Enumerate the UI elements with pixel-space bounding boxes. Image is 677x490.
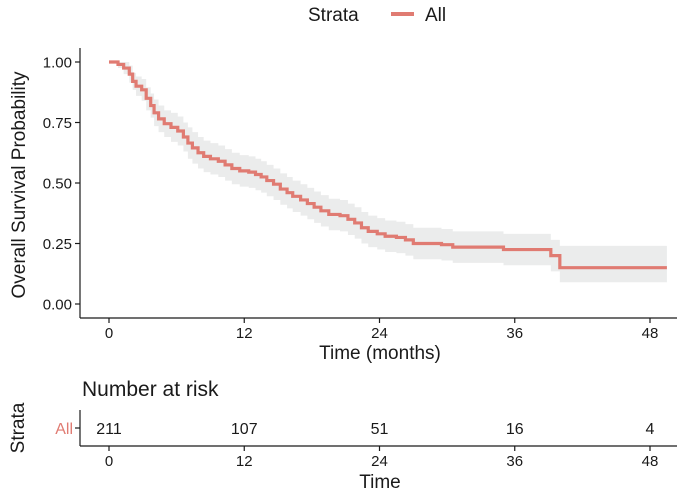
risk-count: 211	[96, 421, 122, 438]
confidence-band-all	[109, 62, 667, 283]
x-tick-label: 48	[642, 325, 659, 342]
risk-x-tick-label: 12	[236, 453, 253, 470]
risk-row-label: All	[55, 421, 73, 438]
survival-curve-all	[109, 60, 667, 270]
x-tick-label: 36	[506, 325, 523, 342]
y-tick-label: 0.50	[43, 176, 72, 193]
risk-x-tick-label: 0	[105, 453, 113, 470]
risk-x-tick-label: 24	[371, 453, 388, 470]
x-tick-label: 0	[105, 325, 113, 342]
risk-table-title: Number at risk	[82, 378, 219, 401]
risk-count: 51	[371, 421, 389, 438]
main-axes: 0.00 0.25 0.50 0.75 1.00 0 12 24 36 48	[43, 48, 677, 342]
risk-y-axis-title: Strata	[8, 402, 29, 453]
risk-table: Number at risk All 211 107 51 16 4 0 12 24 36 48 Tim…	[8, 378, 677, 490]
x-tick-label: 12	[236, 325, 253, 342]
legend-title: Strata	[308, 5, 359, 26]
risk-x-axis-title: Time	[359, 472, 401, 490]
risk-x-tick-label: 48	[642, 453, 659, 470]
risk-count: 107	[231, 421, 258, 438]
y-tick-label: 0.25	[43, 236, 72, 253]
y-tick-label: 0.75	[43, 115, 72, 132]
y-axis-title: Overall Survival Probability	[9, 71, 30, 299]
x-tick-label: 24	[371, 325, 388, 342]
y-tick-label: 1.00	[43, 55, 72, 72]
risk-x-tick-label: 36	[506, 453, 523, 470]
legend: Strata All	[308, 5, 446, 26]
legend-entry-all: All	[425, 5, 446, 26]
risk-count: 16	[506, 421, 524, 438]
y-tick-label: 0.00	[43, 297, 72, 314]
risk-count: 4	[646, 421, 655, 438]
x-axis-title: Time (months)	[319, 343, 441, 364]
